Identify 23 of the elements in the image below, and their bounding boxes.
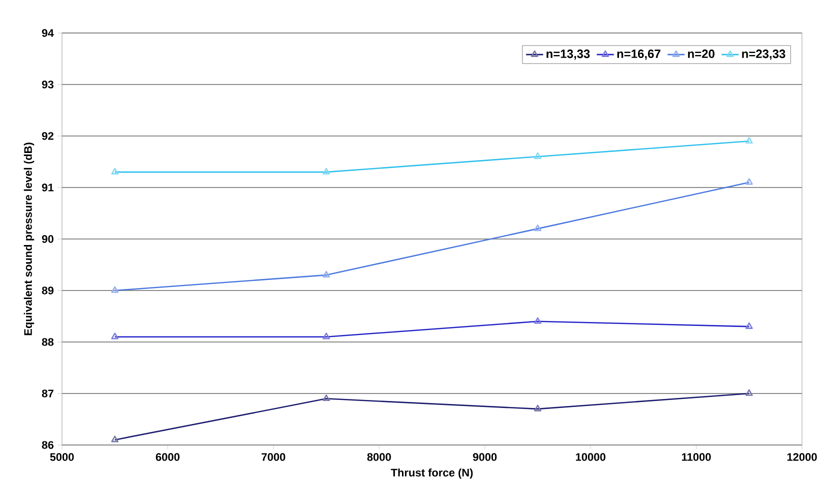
x-tick-label: 8000 [367,453,391,461]
y-axis-title: Equivalent sound pressure level (dB) [24,142,34,336]
y-tick-label: 94 [42,29,54,37]
y-tick-label: 90 [42,235,54,243]
y-tick-label: 86 [42,441,54,449]
x-tick-label: 11000 [682,453,711,461]
y-tick-label: 88 [42,338,54,346]
x-tick-label: 6000 [156,453,180,461]
legend-label: n=16,67 [617,50,660,60]
y-tick-label: 87 [42,390,54,398]
x-tick-label: 9000 [472,453,497,461]
x-tick-label: 10000 [576,453,606,461]
legend-label: n=20 [688,50,714,58]
x-axis-title: Thrust force (N) [390,468,473,479]
y-tick-label: 89 [42,286,54,294]
y-tick-label: 92 [42,132,54,140]
legend-label: n=23,33 [742,50,786,60]
x-tick-label: 12000 [787,453,817,461]
x-tick-label: 7000 [262,453,286,461]
x-tick-label: 5000 [50,453,74,461]
y-tick-label: 93 [42,80,54,88]
legend-label: n=13,33 [546,50,590,60]
y-tick-label: 91 [42,184,54,192]
